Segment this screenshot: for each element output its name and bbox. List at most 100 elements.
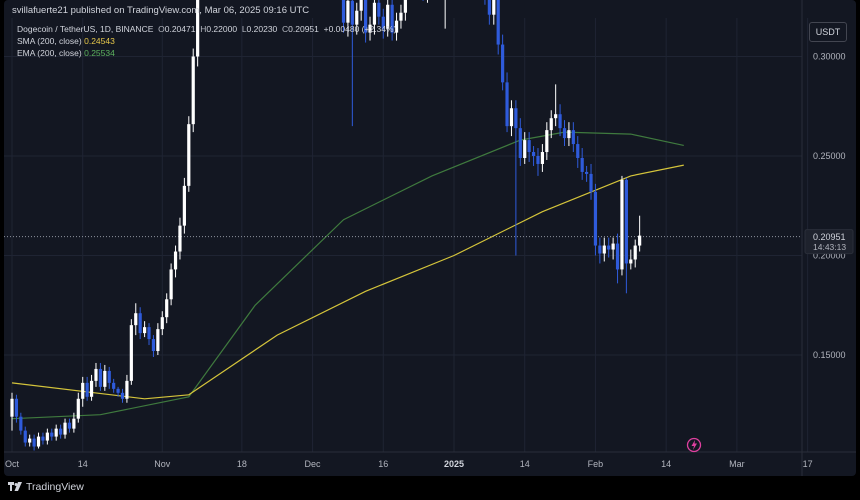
candle-body[interactable] <box>487 0 491 15</box>
candle-body[interactable] <box>112 382 116 389</box>
candle-body[interactable] <box>372 2 377 25</box>
candle-body[interactable] <box>593 191 598 246</box>
chart-svg[interactable]: 0.150000.200000.250000.300000.350000.400… <box>4 0 856 476</box>
candle-body[interactable] <box>116 388 120 393</box>
candle-body[interactable] <box>169 269 173 300</box>
candle-body[interactable] <box>638 235 642 246</box>
candle-body[interactable] <box>59 428 63 435</box>
candle-body[interactable] <box>346 0 350 23</box>
candle-body[interactable] <box>196 0 200 57</box>
candle-body[interactable] <box>125 380 129 399</box>
candle-body[interactable] <box>67 422 72 429</box>
candle-body[interactable] <box>76 398 80 419</box>
candle-body[interactable] <box>134 313 138 326</box>
candle-body[interactable] <box>138 313 142 334</box>
candle-body[interactable] <box>620 179 624 270</box>
candle-body[interactable] <box>63 422 67 435</box>
candle-body[interactable] <box>576 144 580 158</box>
candle-body[interactable] <box>589 173 593 192</box>
candle-body[interactable] <box>527 140 531 153</box>
candle-body[interactable] <box>89 380 94 397</box>
candle-body[interactable] <box>85 382 89 397</box>
candle-body[interactable] <box>540 152 544 164</box>
candle-body[interactable] <box>54 428 58 437</box>
candle-body[interactable] <box>187 124 191 186</box>
candle-body[interactable] <box>160 317 164 330</box>
candle-body[interactable] <box>10 398 14 417</box>
candle-body[interactable] <box>377 2 381 17</box>
candle-body[interactable] <box>107 370 111 383</box>
candle-body[interactable] <box>364 0 368 33</box>
candle-body[interactable] <box>191 56 195 125</box>
candle-body[interactable] <box>496 0 500 45</box>
candle-body[interactable] <box>523 140 527 158</box>
candle-body[interactable] <box>403 0 407 13</box>
candle-body[interactable] <box>501 44 505 83</box>
candle-body[interactable] <box>120 392 125 399</box>
candle-body[interactable] <box>611 243 615 250</box>
candle-body[interactable] <box>545 130 549 153</box>
candle-body[interactable] <box>72 418 76 429</box>
candle-body[interactable] <box>567 130 571 139</box>
candle-body[interactable] <box>629 259 633 264</box>
candle-body[interactable] <box>23 430 27 443</box>
candle-body[interactable] <box>182 185 186 226</box>
candle-body[interactable] <box>173 251 178 270</box>
candle-body[interactable] <box>151 339 156 352</box>
candle-body[interactable] <box>624 179 628 264</box>
candle-body[interactable] <box>165 299 169 318</box>
candle-body[interactable] <box>45 432 49 441</box>
candle-body[interactable] <box>143 327 147 334</box>
candle-body[interactable] <box>81 382 85 399</box>
candle-body[interactable] <box>32 438 36 447</box>
candle-body[interactable] <box>178 225 182 252</box>
candle-body[interactable] <box>518 128 522 158</box>
candle-body[interactable] <box>350 0 354 25</box>
candle-body[interactable] <box>50 432 54 437</box>
candle-body[interactable] <box>580 157 584 172</box>
candle-body[interactable] <box>381 16 385 29</box>
lightning-event-icon[interactable] <box>686 437 702 453</box>
candle-body[interactable] <box>607 245 611 250</box>
candle-body[interactable] <box>355 10 359 25</box>
candle-body[interactable] <box>509 108 514 127</box>
candle-body[interactable] <box>615 243 620 270</box>
candle-body[interactable] <box>399 12 403 21</box>
candle-body[interactable] <box>536 156 540 164</box>
currency-selector[interactable]: USDT <box>809 22 847 42</box>
candle-body[interactable] <box>103 370 107 387</box>
candle-body[interactable] <box>341 0 346 23</box>
candle-body[interactable] <box>390 4 394 33</box>
candle-body[interactable] <box>394 20 399 33</box>
candle-body[interactable] <box>129 325 133 381</box>
candle-body[interactable] <box>505 82 509 127</box>
candle-body[interactable] <box>386 4 390 29</box>
candle-body[interactable] <box>36 436 41 447</box>
candle-body[interactable] <box>98 368 102 387</box>
candle-body[interactable] <box>571 130 575 145</box>
candle-body[interactable] <box>602 245 606 254</box>
candle-body[interactable] <box>531 152 536 156</box>
candle-body[interactable] <box>549 118 553 131</box>
candle-body[interactable] <box>94 368 98 381</box>
candle-body[interactable] <box>147 327 151 340</box>
candle-body[interactable] <box>41 436 45 441</box>
candle-body[interactable] <box>28 438 32 443</box>
sma-200-line[interactable] <box>11 164 684 400</box>
candle-body[interactable] <box>585 171 589 174</box>
candle-body[interactable] <box>492 0 496 15</box>
candle-body[interactable] <box>598 245 602 254</box>
candle-body[interactable] <box>514 108 518 129</box>
candle-body[interactable] <box>558 114 562 129</box>
ema-legend[interactable]: EMA (200, close) 0.25534 <box>17 48 115 58</box>
candle-body[interactable] <box>156 329 160 352</box>
candle-body[interactable] <box>359 0 363 11</box>
candle-body[interactable] <box>562 128 567 139</box>
sma-legend[interactable]: SMA (200, close) 0.24543 <box>17 36 115 46</box>
ema-200-line[interactable] <box>11 131 684 420</box>
candle-body[interactable] <box>14 398 19 417</box>
candle-body[interactable] <box>19 416 23 431</box>
candle-body[interactable] <box>633 245 637 260</box>
candle-body[interactable] <box>554 114 558 119</box>
candle-body[interactable] <box>368 24 372 33</box>
